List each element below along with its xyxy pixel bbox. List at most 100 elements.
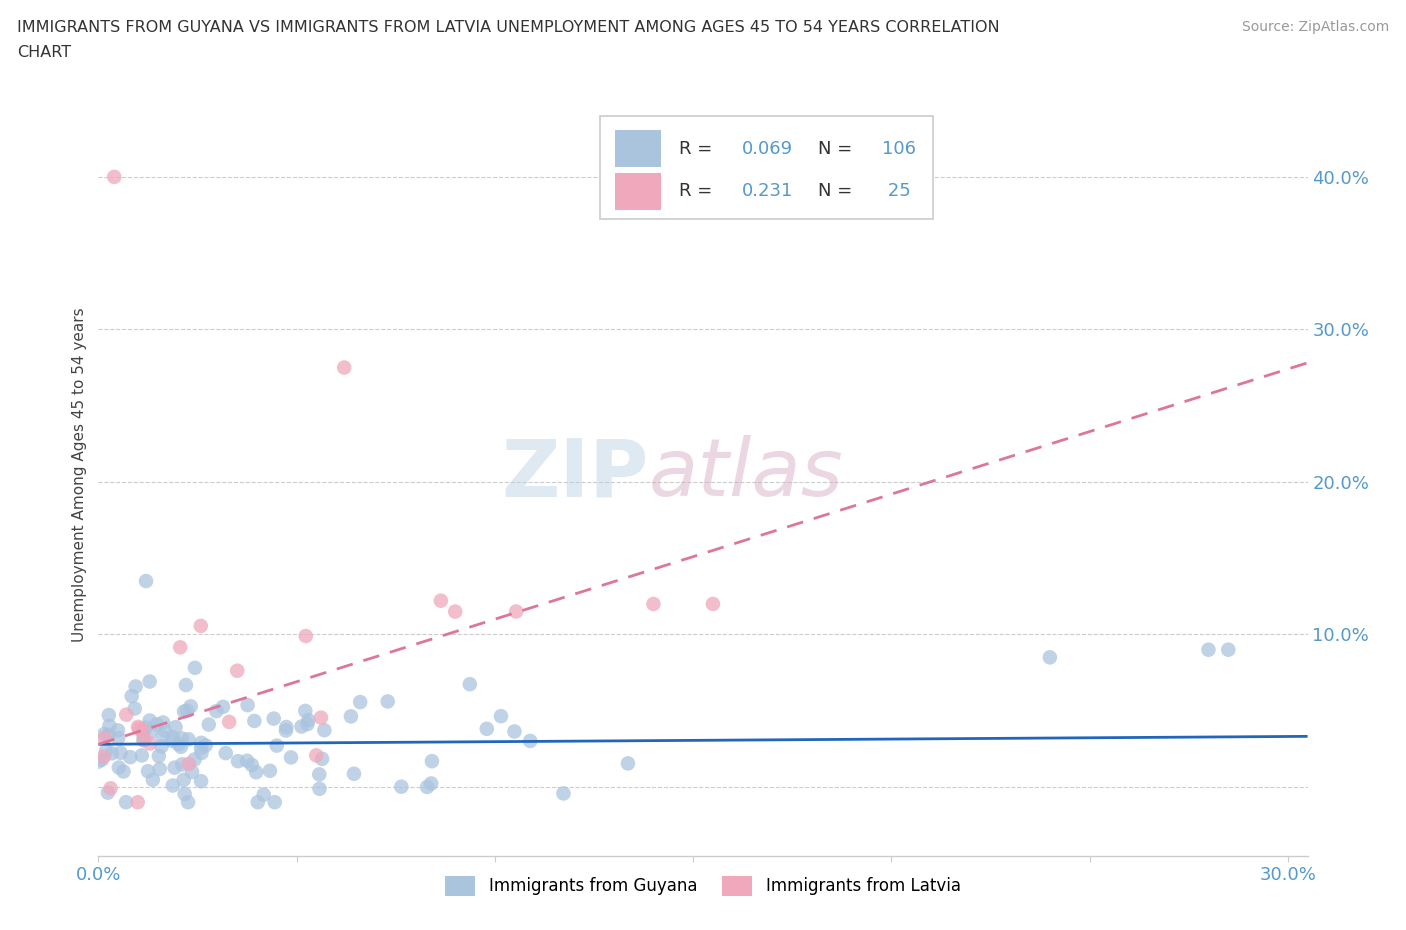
FancyBboxPatch shape xyxy=(614,173,661,209)
Point xyxy=(177,756,200,771)
Point xyxy=(276,720,298,735)
Point xyxy=(132,733,155,748)
Point xyxy=(115,795,138,810)
Point xyxy=(97,727,120,742)
Point xyxy=(167,737,190,751)
Text: N =: N = xyxy=(818,182,852,200)
Point xyxy=(124,701,146,716)
Point xyxy=(184,660,207,675)
Point xyxy=(93,750,115,764)
Point xyxy=(311,751,333,766)
Point xyxy=(107,723,129,737)
Point xyxy=(152,729,174,744)
Point xyxy=(1039,650,1062,665)
Point xyxy=(97,785,120,800)
Point xyxy=(190,618,212,633)
Point xyxy=(420,753,443,768)
Point xyxy=(148,749,170,764)
Point xyxy=(172,757,194,772)
Point xyxy=(115,707,138,722)
Point xyxy=(94,743,117,758)
Text: atlas: atlas xyxy=(648,435,844,513)
Point xyxy=(245,764,267,779)
Point xyxy=(132,727,155,742)
Point xyxy=(1198,643,1220,658)
Point xyxy=(121,689,143,704)
Point xyxy=(218,714,240,729)
Point xyxy=(290,719,312,734)
Point xyxy=(120,750,142,764)
Point xyxy=(162,734,184,749)
Point xyxy=(131,748,153,763)
Point xyxy=(505,604,527,619)
Point xyxy=(107,731,129,746)
Point xyxy=(149,762,172,777)
Point xyxy=(205,704,228,719)
Point xyxy=(134,733,156,748)
Point xyxy=(308,781,330,796)
Point xyxy=(173,773,195,788)
Point xyxy=(194,738,217,753)
Point xyxy=(165,720,187,735)
Point xyxy=(444,604,467,619)
Point xyxy=(93,730,115,745)
Point xyxy=(297,712,319,727)
Point xyxy=(127,720,149,735)
Point xyxy=(263,711,285,726)
Point xyxy=(458,677,481,692)
Text: Source: ZipAtlas.com: Source: ZipAtlas.com xyxy=(1241,20,1389,34)
Text: IMMIGRANTS FROM GUYANA VS IMMIGRANTS FROM LATVIA UNEMPLOYMENT AMONG AGES 45 TO 5: IMMIGRANTS FROM GUYANA VS IMMIGRANTS FRO… xyxy=(17,20,1000,35)
Point xyxy=(162,778,184,793)
Text: 25: 25 xyxy=(882,182,911,200)
Text: N =: N = xyxy=(818,140,852,158)
Point xyxy=(420,776,443,790)
Point xyxy=(173,704,195,719)
Point xyxy=(142,773,165,788)
Point xyxy=(128,721,150,736)
Text: ZIP: ZIP xyxy=(502,435,648,513)
Point xyxy=(180,698,202,713)
Point xyxy=(153,724,176,738)
Legend: Immigrants from Guyana, Immigrants from Latvia: Immigrants from Guyana, Immigrants from … xyxy=(439,870,967,902)
Y-axis label: Unemployment Among Ages 45 to 54 years: Unemployment Among Ages 45 to 54 years xyxy=(72,307,87,642)
Text: R =: R = xyxy=(679,182,711,200)
Point xyxy=(226,663,249,678)
Point xyxy=(236,753,259,768)
Point xyxy=(416,779,439,794)
Point xyxy=(163,760,186,775)
Point xyxy=(146,717,169,732)
Text: R =: R = xyxy=(679,140,711,158)
Point xyxy=(340,709,363,724)
Point xyxy=(98,718,121,733)
Point xyxy=(475,722,498,737)
Text: 0.069: 0.069 xyxy=(742,140,793,158)
Point xyxy=(139,737,162,751)
Point xyxy=(138,674,160,689)
Point xyxy=(305,748,328,763)
Point xyxy=(266,738,288,753)
Point xyxy=(190,740,212,755)
Point xyxy=(297,717,319,732)
Point xyxy=(135,720,157,735)
Point xyxy=(236,698,259,712)
Text: 106: 106 xyxy=(882,140,915,158)
Point xyxy=(212,699,235,714)
Point xyxy=(110,745,132,760)
Point xyxy=(243,713,266,728)
Point xyxy=(259,764,281,778)
Point xyxy=(93,726,115,741)
Point xyxy=(139,724,162,739)
Point xyxy=(103,169,125,184)
Point xyxy=(343,766,366,781)
Point xyxy=(162,730,184,745)
Point xyxy=(90,752,112,767)
Point xyxy=(176,703,198,718)
Point xyxy=(263,795,285,810)
Point xyxy=(100,781,122,796)
Point xyxy=(503,724,526,739)
Point xyxy=(190,774,212,789)
Point xyxy=(246,795,269,810)
Point xyxy=(617,756,640,771)
Point xyxy=(170,731,193,746)
Point xyxy=(177,732,200,747)
